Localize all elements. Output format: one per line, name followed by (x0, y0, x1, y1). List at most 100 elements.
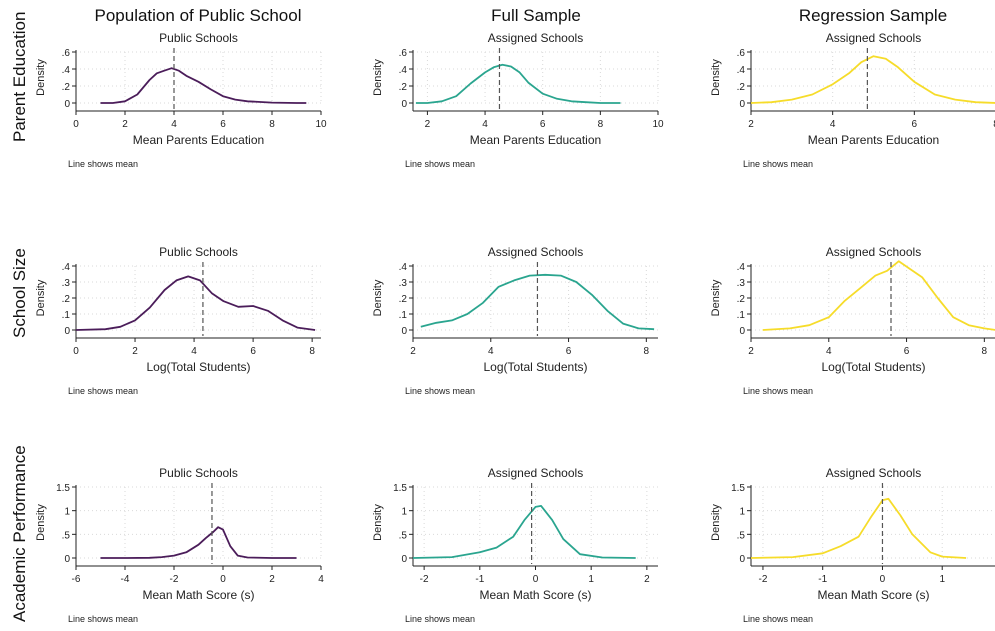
x-tick-label: -2 (170, 574, 179, 585)
x-tick-label: 6 (566, 346, 572, 357)
y-tick-label: 1 (401, 507, 407, 518)
density-curve (75, 275, 316, 331)
y-tick-label: 0 (739, 554, 745, 565)
y-tick-label: .4 (737, 65, 746, 76)
x-tick-label: 6 (250, 346, 256, 357)
y-tick-label: .5 (737, 530, 746, 541)
column-title-3: Regression Sample (798, 6, 948, 25)
density-panel-r1-c2: Assigned Schools 0 .2 .4 .6 2 4 6 8 10 Mean Parent… (372, 31, 664, 169)
x-tick-label: 2 (748, 119, 754, 130)
x-tick-label: 4 (171, 119, 177, 130)
panel-title: Public Schools (159, 466, 238, 480)
y-axis-label: Density (372, 279, 384, 316)
mean-note: Line shows mean (743, 159, 813, 169)
y-tick-label: 0 (739, 326, 745, 337)
mean-note: Line shows mean (68, 614, 138, 624)
density-panel-r3-c2: Assigned Schools 0 .5 1 1.5 -2 -1 0 1 2 Mean Math … (372, 466, 658, 624)
density-curve (415, 63, 621, 104)
density-panel-r2-c3: Assigned Schools 0 .1 .2 .3 .4 2 4 6 8 Log(Total S… (710, 245, 995, 396)
y-tick-label: .5 (399, 530, 408, 541)
mean-note: Line shows mean (405, 159, 475, 169)
density-curve (750, 497, 967, 559)
column-title-2: Full Sample (491, 6, 581, 25)
density-panel-r1-c1: Public Schools 0 .2 .4 .6 0 2 4 6 8 10 Mean Parents… (35, 31, 327, 169)
y-tick-label: .3 (62, 278, 71, 289)
x-tick-label: 0 (880, 574, 886, 585)
panel-title: Public Schools (159, 245, 238, 259)
x-tick-label: 2 (644, 574, 650, 585)
y-tick-label: 1.5 (731, 483, 745, 494)
mean-note: Line shows mean (405, 614, 475, 624)
density-panel-r2-c1: Public Schools 0 .1 .2 .3 .4 0 2 4 6 8 Log(Total St… (35, 245, 321, 396)
mean-note: Line shows mean (743, 386, 813, 396)
x-tick-label: 2 (122, 119, 128, 130)
y-tick-label: .2 (737, 294, 746, 305)
y-axis-label: Density (710, 59, 722, 96)
y-tick-label: 0 (401, 99, 407, 110)
x-tick-label: 0 (533, 574, 539, 585)
y-tick-label: 1 (739, 507, 745, 518)
y-tick-label: 1 (64, 507, 70, 518)
x-tick-label: 4 (830, 119, 836, 130)
x-tick-label: 2 (748, 346, 754, 357)
y-tick-label: .6 (62, 48, 71, 59)
density-curve (100, 526, 297, 559)
mean-note: Line shows mean (743, 614, 813, 624)
x-tick-label: 4 (482, 119, 488, 130)
x-axis-label: Mean Math Score (s) (817, 588, 929, 602)
y-axis-label: Density (372, 59, 384, 96)
column-title-1: Population of Public School (94, 6, 302, 25)
panel-title: Assigned Schools (488, 466, 583, 480)
x-tick-label: 1 (939, 574, 945, 585)
y-tick-label: .6 (737, 48, 746, 59)
y-tick-label: 0 (739, 99, 745, 110)
x-tick-label: 4 (488, 346, 494, 357)
x-axis-label: Log(Total Students) (146, 360, 250, 374)
x-tick-label: -1 (475, 574, 484, 585)
x-tick-label: 2 (132, 346, 138, 357)
y-tick-label: .3 (399, 278, 408, 289)
x-axis-label: Log(Total Students) (821, 360, 925, 374)
x-tick-label: 4 (826, 346, 832, 357)
x-tick-label: 6 (220, 119, 226, 130)
y-tick-label: .1 (737, 310, 746, 321)
density-curve (412, 505, 636, 559)
y-tick-label: .1 (62, 310, 71, 321)
x-tick-label: -1 (818, 574, 827, 585)
x-tick-label: 6 (540, 119, 546, 130)
panel-title: Assigned Schools (826, 31, 921, 45)
y-tick-label: 0 (401, 554, 407, 565)
x-tick-label: 10 (315, 119, 327, 130)
density-curve (750, 55, 995, 104)
x-tick-label: -2 (420, 574, 429, 585)
y-axis-label: Density (35, 279, 47, 316)
x-tick-label: 2 (410, 346, 416, 357)
x-tick-label: -6 (72, 574, 81, 585)
y-tick-label: .4 (737, 262, 746, 273)
x-tick-label: 8 (309, 346, 315, 357)
density-curve (420, 273, 655, 331)
x-tick-label: 2 (269, 574, 275, 585)
mean-note: Line shows mean (405, 386, 475, 396)
y-tick-label: 0 (64, 554, 70, 565)
y-tick-label: .1 (399, 310, 408, 321)
x-tick-label: 8 (269, 119, 275, 130)
y-tick-label: 1.5 (393, 483, 407, 494)
x-axis-label: Mean Math Score (s) (479, 588, 591, 602)
x-tick-label: 1 (588, 574, 594, 585)
x-tick-label: 0 (73, 346, 79, 357)
x-axis-label: Mean Parents Education (808, 133, 939, 147)
x-tick-label: 4 (318, 574, 324, 585)
y-tick-label: 0 (401, 326, 407, 337)
panel-title: Public Schools (159, 31, 238, 45)
y-tick-label: .4 (399, 262, 408, 273)
y-axis-label: Density (710, 504, 722, 541)
density-panel-r2-c2: Assigned Schools 0 .1 .2 .3 .4 2 4 6 8 Log(Total S… (372, 245, 658, 396)
density-curve (762, 260, 995, 331)
x-tick-label: 0 (73, 119, 79, 130)
y-axis-label: Density (35, 59, 47, 96)
panel-title: Assigned Schools (488, 245, 583, 259)
y-tick-label: 0 (64, 99, 70, 110)
y-tick-label: .6 (399, 48, 408, 59)
